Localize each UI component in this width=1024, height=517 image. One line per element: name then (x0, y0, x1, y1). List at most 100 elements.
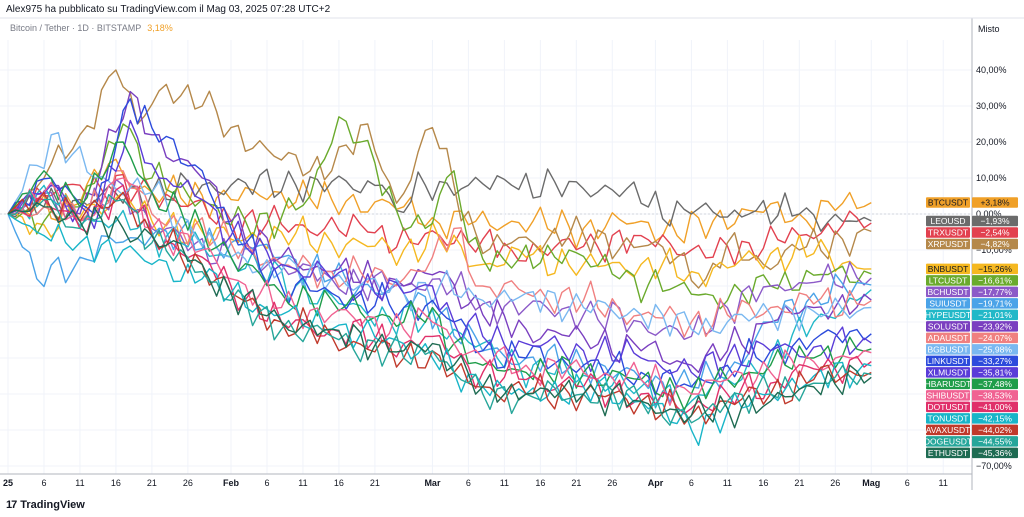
legend-badge-bnbusdt[interactable]: BNBUSDT −15,26% (926, 263, 1018, 275)
badge-value-bg (972, 263, 1018, 275)
series-line-xlmusdt (7, 119, 872, 380)
badge-symbol-bg (926, 355, 970, 367)
symbol-change: 3,18% (147, 23, 173, 33)
badge-value-text: −15,26% (978, 264, 1012, 274)
legend-badge-tonusdt[interactable]: TONUSDT −42,15% (926, 413, 1018, 424)
tradingview-footer[interactable]: 17 TradingView (6, 499, 85, 511)
legend-badge-hbarusdt[interactable]: HBARUSDT −37,48% (925, 378, 1018, 390)
badge-value-bg (972, 227, 1018, 238)
x-tick-label: 21 (571, 478, 581, 488)
legend-badge-bgbusdt[interactable]: BGBUSDT −25,98% (926, 344, 1018, 355)
x-tick-label: 11 (298, 478, 307, 488)
badge-value-bg (972, 332, 1018, 344)
badge-value-bg (972, 378, 1018, 390)
series-line-solusdt (7, 90, 872, 374)
x-tick-label: 6 (466, 478, 471, 488)
y-tick-label: −10,00% (976, 245, 1012, 255)
badge-value-text: −1,93% (980, 216, 1010, 226)
badge-value-bg (972, 309, 1018, 321)
badge-value-text: −42,15% (978, 413, 1012, 423)
x-tick-label: 21 (370, 478, 380, 488)
badge-symbol-bg (926, 436, 970, 447)
legend-badge-xrpusdt[interactable]: XRPUSDT −4,82% (926, 238, 1018, 250)
badge-value-bg (972, 390, 1018, 401)
legend-badge-adausdt[interactable]: ADAUSDT −24,07% (926, 332, 1018, 344)
badge-value-bg (972, 447, 1018, 459)
legend-badge-btcusdt[interactable]: BTCUSDT +3,18% (926, 197, 1018, 208)
badge-symbol-text: DOTUSDT (927, 402, 968, 412)
x-tick-label: 6 (264, 478, 269, 488)
legend-badge-avaxusdt[interactable]: AVAXUSDT −44,02% (926, 424, 1018, 436)
legend-badge-linkusdt[interactable]: LINKUSDT −33,27% (926, 355, 1018, 367)
badge-value-bg (972, 321, 1018, 332)
badge-value-text: −44,55% (978, 436, 1012, 446)
badge-symbol-text: SOLUSDT (928, 321, 968, 331)
x-tick-label: 25 (3, 478, 13, 488)
x-tick-label: Apr (648, 478, 664, 488)
badge-symbol-text: BCHUSDT (927, 287, 968, 297)
legend-badge-trxusdt[interactable]: TRXUSDT −2,54% (926, 227, 1018, 238)
y-tick-label: 10,00% (976, 173, 1007, 183)
badge-symbol-bg (926, 238, 970, 250)
badge-symbol-text: BNBUSDT (928, 264, 969, 274)
badge-symbol-text: XRPUSDT (928, 239, 969, 249)
y-tick-label: 40,00% (976, 65, 1007, 75)
series-line-bgbusdt (7, 131, 872, 337)
badge-symbol-text: TRXUSDT (928, 227, 968, 237)
badge-value-text: −45,36% (978, 448, 1012, 458)
x-tick-label: 6 (689, 478, 694, 488)
x-tick-label: Feb (223, 478, 240, 488)
legend-badge-ethusdt[interactable]: ETHUSDT −45,36% (926, 447, 1018, 459)
badge-value-bg (972, 401, 1018, 413)
legend-badge-shibusdt[interactable]: SHIBUSDT −38,53% (926, 390, 1018, 401)
legend-badge-dogeusdt[interactable]: DOGEUSDT −44,55% (924, 436, 1018, 447)
badge-symbol-text: BTCUSDT (928, 198, 968, 208)
legend-badge-leousd[interactable]: LEOUSD −1,93% (926, 215, 1018, 227)
legend-badge-dotusdt[interactable]: DOTUSDT −41,00% (926, 401, 1018, 413)
legend-badge-ltcusdt[interactable]: LTCUSDT −16,61% (926, 275, 1018, 286)
legend-badge-hypeusdt[interactable]: HYPEUSDT −21,01% (925, 309, 1018, 321)
y-tick-label: 0,00% (976, 209, 1002, 219)
x-tick-label: 11 (939, 478, 948, 488)
badge-value-bg (972, 413, 1018, 424)
legend-badge-xlmusdt[interactable]: XLMUSDT −35,81% (926, 367, 1018, 378)
x-tick-label: 11 (500, 478, 509, 488)
badge-symbol-text: LEOUSD (931, 216, 966, 226)
scale-mode-label[interactable]: Misto (978, 24, 1000, 34)
x-tick-label: 16 (334, 478, 344, 488)
x-tick-label: 16 (535, 478, 545, 488)
badge-value-bg (972, 238, 1018, 250)
badge-value-text: +3,18% (980, 198, 1010, 208)
badge-symbol-bg (926, 298, 970, 309)
legend-badge-bchusdt[interactable]: BCHUSDT −17,77% (926, 286, 1018, 298)
x-tick-label: 16 (111, 478, 121, 488)
symbol-info[interactable]: Bitcoin / Tether · 1D · BITSTAMP 3,18% (10, 23, 173, 33)
badge-symbol-bg (926, 378, 970, 390)
legend-badge-suiusdt[interactable]: SUIUSDT −19,71% (926, 298, 1018, 309)
x-tick-label: 11 (723, 478, 732, 488)
badge-value-bg (972, 424, 1018, 436)
badge-symbol-text: LINKUSDT (927, 356, 969, 366)
x-tick-label: 26 (607, 478, 617, 488)
x-tick-label: 26 (830, 478, 840, 488)
series-line-ltcusdt (7, 116, 872, 310)
series-line-adausdt (7, 170, 872, 338)
x-tick-label: 11 (75, 478, 84, 488)
badge-value-text: −44,02% (978, 425, 1012, 435)
badge-symbol-text: SHIBUSDT (927, 390, 970, 400)
badge-symbol-bg (926, 424, 970, 436)
badge-value-text: −41,00% (978, 402, 1012, 412)
series-line-shibusdt (7, 177, 872, 406)
symbol-name: Bitcoin / Tether · 1D · BITSTAMP (10, 23, 142, 33)
badge-value-text: −37,48% (978, 379, 1012, 389)
legend-badge-solusdt[interactable]: SOLUSDT −23,92% (926, 321, 1018, 332)
badge-symbol-bg (926, 367, 970, 378)
badge-value-text: −35,81% (978, 367, 1012, 377)
y-tick-label: 30,00% (976, 101, 1007, 111)
badge-symbol-text: ETHUSDT (928, 448, 968, 458)
badge-symbol-text: HYPEUSDT (925, 310, 971, 320)
badge-symbol-bg (926, 401, 970, 413)
badge-symbol-bg (926, 447, 970, 459)
badge-value-text: −38,53% (978, 390, 1012, 400)
